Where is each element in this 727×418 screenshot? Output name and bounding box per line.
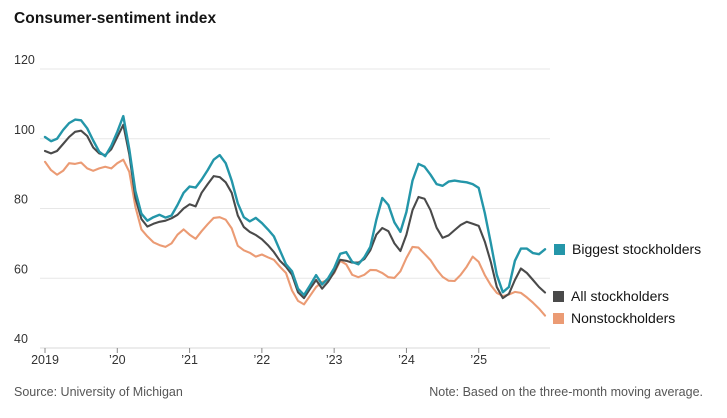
x-axis-label: ’21 [181, 353, 198, 367]
x-axis-label: 2019 [31, 353, 59, 367]
y-axis-label: 60 [14, 262, 28, 276]
x-axis-ticks [44, 348, 480, 353]
line-chart: 40 60 80 100 120 2019 ’20 ’21 ’22 ’23 ’24 ’25 [14, 53, 550, 367]
legend-item-biggest-stockholders: Biggest stockholders [554, 241, 701, 257]
x-axis-label: ’24 [398, 353, 415, 367]
legend-label: Nonstockholders [571, 310, 676, 326]
x-axis-labels: 2019 ’20 ’21 ’22 ’23 ’24 ’25 [31, 353, 487, 367]
legend-item-nonstockholders: Nonstockholders [553, 310, 675, 326]
legend-swatch [553, 290, 564, 302]
y-axis-labels: 40 60 80 100 120 [14, 53, 35, 346]
legend-item-all-stockholders: All stockholders [553, 288, 669, 304]
gridlines [40, 68, 550, 349]
series-lines [43, 114, 547, 317]
chart-footer: Source: University of Michigan Note: Bas… [14, 385, 703, 399]
x-axis-label: ’22 [254, 353, 271, 367]
y-axis-label: 120 [14, 53, 35, 67]
legend-swatch [554, 243, 565, 255]
x-axis-label: ’20 [109, 353, 126, 367]
legend-label: All stockholders [571, 288, 670, 304]
series-line-nonstockholders [43, 158, 547, 317]
methodology-note: Note: Based on the three-month moving av… [429, 385, 703, 399]
series-line-all-stockholders [43, 123, 547, 300]
y-axis-label: 100 [14, 123, 35, 137]
chart-title: Consumer-sentiment index [14, 10, 217, 27]
legend-label: Biggest stockholders [572, 241, 702, 257]
legend-swatch [553, 312, 564, 324]
y-axis-label: 40 [14, 332, 28, 346]
x-axis-label: ’25 [470, 353, 487, 367]
source-note: Source: University of Michigan [14, 385, 183, 399]
y-axis-label: 80 [14, 193, 28, 207]
series-line-biggest-stockholders [43, 114, 547, 297]
x-axis-label: ’23 [326, 353, 343, 367]
